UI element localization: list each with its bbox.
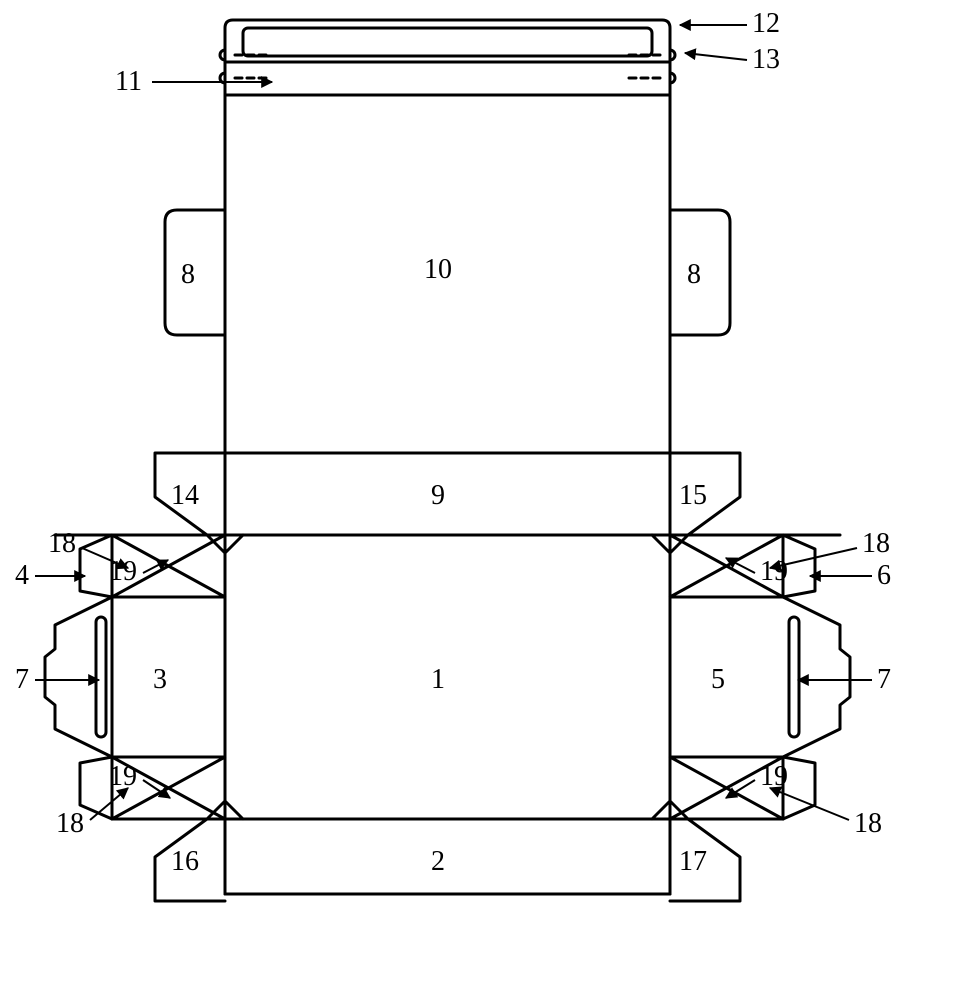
label-c14: 14: [171, 480, 199, 511]
leader-c18BL: [90, 788, 128, 820]
outer-flap: [783, 597, 850, 757]
label-c2: 2: [431, 846, 445, 877]
label-c18TL: 18: [48, 528, 76, 559]
label-c19BR: 19: [760, 761, 788, 792]
label-c4: 4: [15, 560, 29, 591]
label-c19TL: 19: [109, 556, 137, 587]
label-c18TR: 18: [862, 528, 890, 559]
label-c3: 3: [153, 664, 167, 695]
outer-flap: [45, 597, 112, 757]
label-c18BR: 18: [854, 808, 882, 839]
label-c8L: 8: [181, 259, 195, 290]
gusset-wing: [80, 757, 112, 819]
label-c19BL: 19: [109, 761, 137, 792]
leader-c13: [685, 53, 747, 60]
label-c7R: 7: [877, 664, 891, 695]
ear: [165, 210, 225, 335]
lid-top-slot: [243, 28, 652, 56]
label-c18BL: 18: [56, 808, 84, 839]
label-c10: 10: [424, 254, 452, 285]
gusset-wing: [80, 535, 112, 597]
label-c13: 13: [752, 44, 780, 75]
leader-c19TL: [143, 560, 168, 573]
label-c11: 11: [115, 66, 142, 97]
label-c15: 15: [679, 480, 707, 511]
slot-7: [789, 617, 799, 737]
label-c16: 16: [171, 846, 199, 877]
label-c9: 9: [431, 480, 445, 511]
label-c1: 1: [431, 664, 445, 695]
label-c5: 5: [711, 664, 725, 695]
label-c17: 17: [679, 846, 707, 877]
label-c12: 12: [752, 8, 780, 39]
label-c19TR: 19: [760, 556, 788, 587]
slot-7: [96, 617, 106, 737]
label-c8R: 8: [687, 259, 701, 290]
label-c6: 6: [877, 560, 891, 591]
label-c7L: 7: [15, 664, 29, 695]
